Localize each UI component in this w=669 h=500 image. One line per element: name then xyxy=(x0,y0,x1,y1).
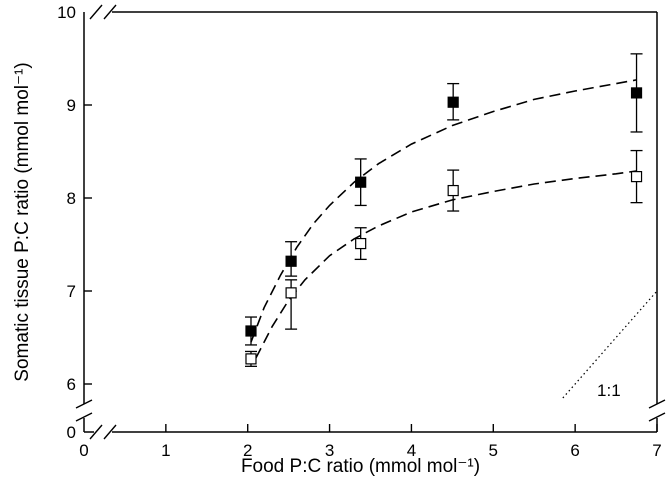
reference-line-1to1 xyxy=(562,290,658,399)
data-point-open-square xyxy=(285,287,297,299)
y-axis-title: Somatic tissue P:C ratio (mmol mol⁻¹) xyxy=(12,62,33,381)
data-point-open-square xyxy=(245,353,257,365)
fit-curve-series-2 xyxy=(255,170,637,359)
x-axis-title: Food P:C ratio (mmol mol⁻¹) xyxy=(241,456,480,477)
data-point-filled-square xyxy=(447,96,459,108)
axis-break-marks xyxy=(75,4,666,440)
x-tick-label: 5 xyxy=(489,441,498,460)
x-tick-label: 7 xyxy=(652,441,661,460)
y-axis-ticks: 6 7 8 9 10 0 xyxy=(57,3,92,442)
y-axis-break-stroke xyxy=(75,399,93,409)
fit-curves xyxy=(250,79,637,359)
y-tick-label: 8 xyxy=(67,189,76,208)
data-point-filled-square xyxy=(245,325,257,337)
x-tick-label: 2 xyxy=(243,441,252,460)
x-tick-label: 4 xyxy=(407,441,416,460)
fit-curve-series-1 xyxy=(250,79,637,343)
x-tick-label: 0 xyxy=(79,441,88,460)
y-axis-break-stroke xyxy=(75,412,93,422)
y-tick-label: 6 xyxy=(67,375,76,394)
x-tick-label: 3 xyxy=(325,441,334,460)
reference-line-1to1-path xyxy=(562,290,658,399)
y-axis-break-stroke xyxy=(648,399,666,409)
y-tick-label: 9 xyxy=(67,96,76,115)
data-point-open-square xyxy=(355,237,367,250)
y-tick-label: 0 xyxy=(67,423,76,442)
data-point-filled-square xyxy=(355,176,367,188)
error-bars xyxy=(244,53,643,367)
data-point-open-square xyxy=(630,171,643,183)
y-tick-label: 10 xyxy=(57,3,76,22)
data-point-open-square xyxy=(447,184,459,197)
reference-line-label: 1:1 xyxy=(597,381,621,400)
data-point-filled-square xyxy=(285,255,297,267)
x-axis-break-stroke xyxy=(89,424,103,440)
x-axis-break-stroke xyxy=(89,4,103,20)
data-point-filled-square xyxy=(630,87,643,99)
y-axis-break-stroke xyxy=(648,412,666,422)
y-tick-label: 7 xyxy=(67,282,76,301)
x-tick-label: 1 xyxy=(161,441,170,460)
x-tick-label: 6 xyxy=(570,441,579,460)
x-axis-ticks: 0 1 2 3 4 5 6 7 xyxy=(79,424,662,460)
x-axis-break-stroke xyxy=(103,4,117,20)
data-markers xyxy=(245,87,643,365)
plot-frame xyxy=(83,11,658,433)
x-axis-break-stroke xyxy=(103,424,117,440)
